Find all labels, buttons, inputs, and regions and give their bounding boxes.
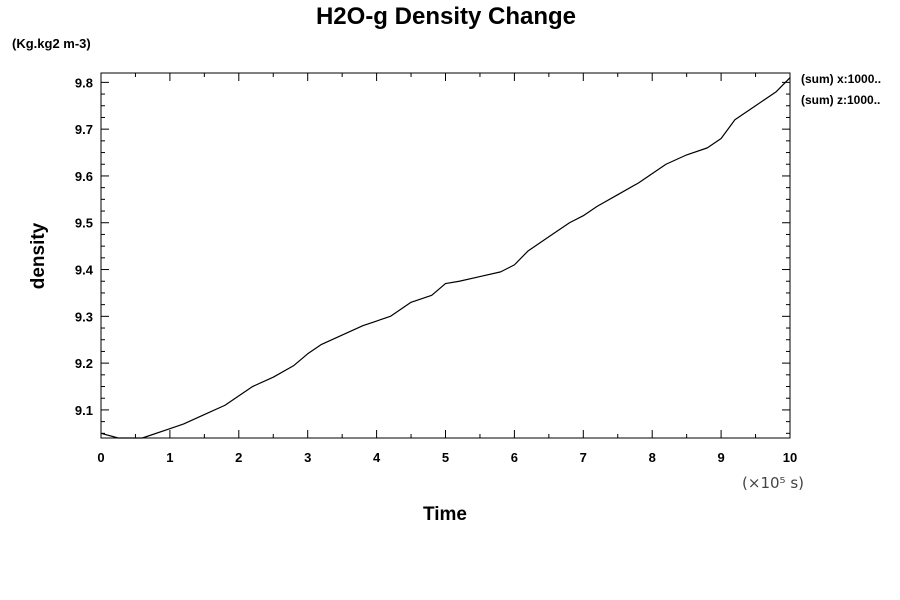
x-tick-label: 9 <box>717 450 724 465</box>
x-tick-label: 0 <box>97 450 104 465</box>
x-tick-label: 8 <box>649 450 656 465</box>
y-tick-label: 9.7 <box>75 122 93 137</box>
y-axis-title: density <box>28 222 49 289</box>
y-tick-label: 9.1 <box>75 403 93 418</box>
legend-entry-2: (sum) z:1000.. <box>801 93 880 107</box>
x-tick-label: 4 <box>373 450 381 465</box>
axes-layer: 0 1 2 3 4 5 6 7 8 9 10 9.1 9.2 9.3 9.4 9.5 9.6 9.7 9.8 <box>75 73 797 465</box>
x-axis-title: Time <box>423 504 467 525</box>
x-tick-label: 10 <box>783 450 797 465</box>
y-tick-label: 9.8 <box>75 75 93 90</box>
y-tick-label: 9.5 <box>75 216 93 231</box>
x-tick-label: 6 <box>511 450 518 465</box>
plot-frame <box>100 72 791 439</box>
legend-entry-1: (sum) x:1000.. <box>801 72 881 86</box>
y-tick-label: 9.2 <box>75 356 93 371</box>
x-scale-label: (×10⁵ s) <box>742 474 804 492</box>
series-line <box>100 77 791 439</box>
x-tick-label: 2 <box>235 450 242 465</box>
y-tick-label: 9.4 <box>75 263 94 278</box>
x-tick-label: 3 <box>304 450 311 465</box>
x-tick-label: 7 <box>580 450 587 465</box>
y-tick-label: 9.3 <box>75 309 93 324</box>
x-tick-label: 1 <box>166 450 173 465</box>
chart-title: H2O-g Density Change <box>316 3 576 30</box>
x-tick-label: 5 <box>442 450 449 465</box>
y-tick-label: 9.6 <box>75 169 93 184</box>
y-unit-label: (Kg.kg2 m-3) <box>12 36 91 51</box>
series-layer <box>100 77 791 439</box>
